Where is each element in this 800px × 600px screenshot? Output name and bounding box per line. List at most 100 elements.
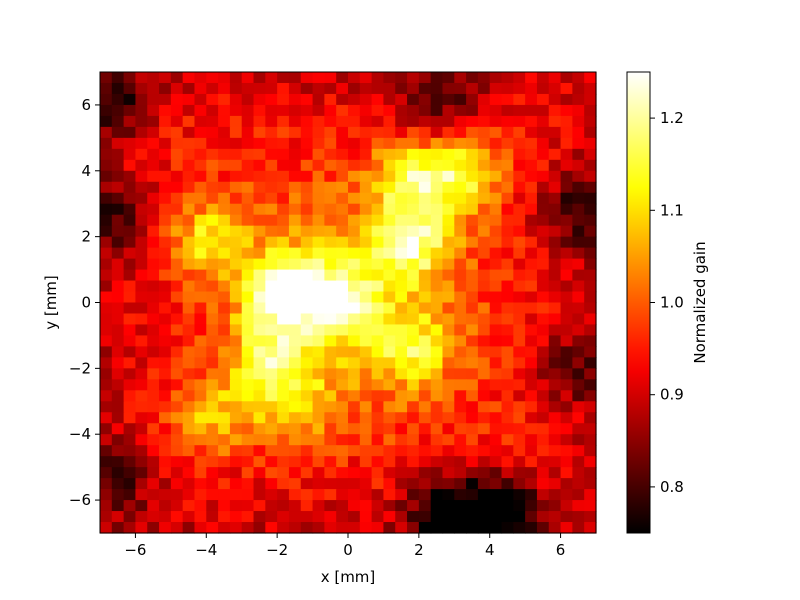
heatmap-cell xyxy=(466,170,479,183)
heatmap-cell xyxy=(418,434,432,446)
heatmap-cell xyxy=(182,390,196,402)
heatmap-cell xyxy=(336,445,349,457)
heatmap-cell xyxy=(395,357,408,369)
heatmap-cell xyxy=(395,346,408,358)
heatmap-cell xyxy=(170,291,184,304)
heatmap-cell xyxy=(111,401,125,413)
heatmap-cell xyxy=(466,511,479,523)
heatmap-cell xyxy=(218,445,231,457)
heatmap-cell xyxy=(241,291,255,304)
heatmap-cell xyxy=(371,93,385,106)
heatmap-cell xyxy=(407,445,420,457)
heatmap-cell xyxy=(501,401,514,413)
heatmap-cell xyxy=(383,445,396,457)
heatmap-cell xyxy=(253,170,266,183)
heatmap-cell xyxy=(324,489,337,501)
heatmap-cell xyxy=(241,500,255,512)
heatmap-cell xyxy=(348,137,361,150)
heatmap-cell xyxy=(336,170,349,183)
heatmap-cell xyxy=(359,324,373,337)
heatmap-cell xyxy=(407,170,420,183)
heatmap-cell xyxy=(430,170,444,183)
heatmap-cell xyxy=(253,115,266,128)
heatmap-cell xyxy=(584,434,597,446)
heatmap-cell xyxy=(218,104,231,117)
heatmap-cell xyxy=(312,456,325,468)
heatmap-cell xyxy=(194,379,207,391)
heatmap-cell xyxy=(324,390,337,402)
heatmap-cell xyxy=(206,335,219,348)
heatmap-cell xyxy=(407,423,420,435)
heatmap-cell xyxy=(277,390,290,402)
heatmap-cell xyxy=(548,137,562,150)
heatmap-cell xyxy=(536,390,550,402)
heatmap-cell xyxy=(147,269,160,282)
heatmap-cell xyxy=(383,214,396,227)
heatmap-cell xyxy=(170,423,184,435)
heatmap-cell xyxy=(100,82,113,95)
heatmap-cell xyxy=(312,335,325,348)
heatmap-cell xyxy=(477,247,491,260)
heatmap-cell xyxy=(218,467,231,479)
heatmap-cell xyxy=(359,412,373,424)
heatmap-cell xyxy=(194,236,207,249)
heatmap-cell xyxy=(418,390,432,402)
heatmap-cell xyxy=(100,181,113,194)
heatmap-cell xyxy=(159,489,172,501)
heatmap-cell xyxy=(407,148,420,161)
heatmap-cell xyxy=(206,302,219,315)
heatmap-cell xyxy=(560,500,573,512)
heatmap-cell xyxy=(548,412,562,424)
heatmap-cell xyxy=(359,478,373,490)
heatmap-cell xyxy=(300,368,314,380)
heatmap-cell xyxy=(277,104,290,117)
heatmap-cell xyxy=(159,181,172,194)
heatmap-cell xyxy=(536,489,550,501)
heatmap-cell xyxy=(383,148,396,161)
heatmap-cell xyxy=(111,511,125,523)
heatmap-cell xyxy=(159,269,172,282)
heatmap-cell xyxy=(253,236,266,249)
y-tick-label: −2 xyxy=(69,359,91,377)
heatmap-cell xyxy=(300,280,314,293)
heatmap-cell xyxy=(336,500,349,512)
heatmap-cell xyxy=(312,236,325,249)
heatmap-cell xyxy=(170,104,184,117)
heatmap-cell xyxy=(348,192,361,205)
heatmap-cell xyxy=(513,302,526,315)
heatmap-cell xyxy=(100,401,113,413)
heatmap-cell xyxy=(194,82,207,95)
heatmap-cell xyxy=(371,434,385,446)
heatmap-cell xyxy=(170,126,184,139)
heatmap-cell xyxy=(336,489,349,501)
heatmap-cell xyxy=(265,82,278,95)
heatmap-cell xyxy=(430,324,444,337)
heatmap-cell xyxy=(572,500,585,512)
heatmap-cell xyxy=(572,126,585,139)
heatmap-cell xyxy=(241,126,255,139)
heatmap-cell xyxy=(206,82,219,95)
heatmap-cell xyxy=(182,170,196,183)
heatmap-cell xyxy=(548,390,562,402)
heatmap-cell xyxy=(135,324,148,337)
heatmap-cell xyxy=(241,522,255,534)
heatmap-cell xyxy=(194,456,207,468)
heatmap-cell xyxy=(359,225,373,238)
heatmap-cell xyxy=(147,357,160,369)
heatmap-cell xyxy=(418,445,432,457)
heatmap-cell xyxy=(477,368,491,380)
heatmap-cell xyxy=(100,335,113,348)
heatmap-cell xyxy=(395,214,408,227)
heatmap-cell xyxy=(265,335,278,348)
heatmap-cell xyxy=(277,137,290,150)
heatmap-cell xyxy=(265,302,278,315)
heatmap-cell xyxy=(182,467,196,479)
heatmap-cell xyxy=(536,478,550,490)
heatmap-cell xyxy=(395,159,408,172)
heatmap-cell xyxy=(241,280,255,293)
heatmap-cell xyxy=(100,434,113,446)
heatmap-cell xyxy=(501,280,514,293)
heatmap-cell xyxy=(560,72,573,84)
heatmap-cell xyxy=(194,357,207,369)
heatmap-cell xyxy=(418,522,432,534)
